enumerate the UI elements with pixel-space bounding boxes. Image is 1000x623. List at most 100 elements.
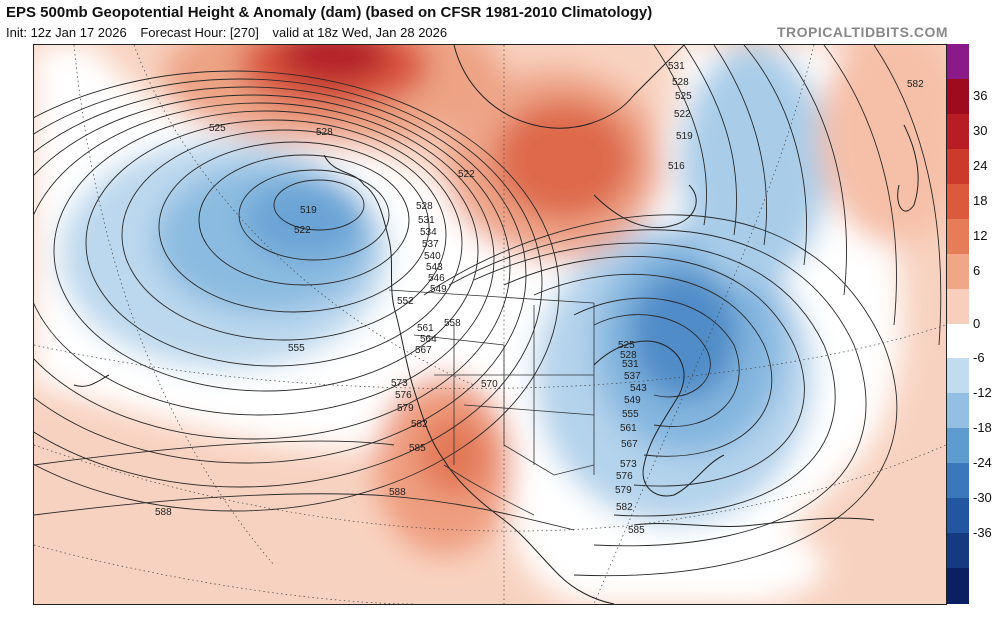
label-c537b: 537 (422, 239, 439, 250)
contour-s588 (34, 493, 575, 531)
pacific-island-coast (73, 374, 110, 387)
colorbar-segment (947, 183, 969, 220)
brand-watermark: TROPICALTIDBITS.COM (776, 24, 948, 40)
map-canvas: 519 522 525 528 555 522 528 531 534 537 … (34, 45, 946, 604)
chart-subtitle: Init: 12z Jan 17 2026 Forecast Hour: [27… (6, 25, 457, 40)
contour-546 (34, 86, 527, 464)
label-c546b: 546 (428, 273, 445, 284)
contour-543 (34, 94, 511, 440)
label-c582e: 582 (616, 502, 633, 513)
contour-519 (273, 179, 365, 231)
label-c531b: 531 (418, 215, 435, 226)
contour-n528 (713, 45, 767, 246)
init-time: Init: 12z Jan 17 2026 (6, 25, 127, 40)
label-c570b: 570 (481, 379, 498, 390)
colorbar-label: 30 (973, 123, 988, 139)
label-c543b: 543 (426, 262, 443, 273)
label-c528e: 528 (620, 350, 637, 361)
label-c579e: 579 (615, 485, 632, 496)
contour-522 (238, 169, 390, 261)
contour-549 (34, 78, 543, 488)
contour-e585 (423, 214, 898, 577)
atlantic-ridge (819, 45, 946, 245)
canada-ridge-core (494, 100, 634, 220)
label-c537e: 537 (624, 371, 641, 382)
contour-s582 (34, 440, 395, 466)
colorbar-segment (947, 148, 969, 185)
label-c531n: 531 (668, 61, 685, 72)
contour-n522 (683, 45, 737, 236)
contour-labels: 519 522 525 528 555 522 528 531 534 537 … (155, 61, 924, 536)
colorbar-label: -36 (973, 525, 992, 541)
colorbar-segment (947, 288, 969, 324)
label-c519n: 519 (676, 131, 693, 142)
label-c525nw: 525 (209, 123, 226, 134)
chart-title: EPS 500mb Geopotential Height & Anomaly … (6, 4, 653, 21)
contour-537 (53, 110, 479, 392)
colorbar-label: 18 (973, 193, 988, 209)
hudson-bay-coast (593, 184, 697, 229)
label-c522n: 522 (674, 109, 691, 120)
label-c522c: 522 (458, 169, 475, 180)
label-c564b: 564 (420, 334, 437, 345)
colorbar-label: -30 (973, 490, 992, 506)
coastlines (73, 45, 919, 604)
contour-n546 (823, 45, 897, 326)
label-c576e: 576 (616, 471, 633, 482)
europe-coast (897, 124, 919, 212)
atlantic-coast (593, 340, 725, 497)
height-contours (34, 45, 942, 577)
political-borders (388, 289, 595, 516)
contour-e525 (593, 314, 711, 398)
contour-n516 (653, 45, 707, 226)
graticule (34, 45, 946, 604)
label-c588b: 588 (389, 487, 406, 498)
contour-528 (158, 141, 430, 313)
contour-n552 (873, 45, 942, 346)
label-c588w: 588 (155, 507, 172, 518)
label-c528ak: 528 (316, 127, 333, 138)
forecast-hour: Forecast Hour: [270] (140, 25, 259, 40)
label-c543e: 543 (630, 383, 647, 394)
label-c582b: 582 (411, 419, 428, 430)
colorbar-label: 6 (973, 263, 981, 279)
label-c585b: 585 (409, 443, 426, 454)
colorbar-label: -12 (973, 385, 992, 401)
colorbar-label: 24 (973, 158, 988, 174)
contour-531 (121, 129, 447, 341)
colorbar-segment (947, 393, 969, 429)
colorbar-segment (947, 113, 969, 150)
colorbar-label: 12 (973, 228, 988, 244)
label-c561b: 561 (417, 323, 434, 334)
contour-e531 (573, 297, 740, 427)
colorbar-segment (947, 498, 969, 534)
label-c516n: 516 (668, 161, 685, 172)
colorbar-label: -6 (973, 350, 985, 366)
east-trough-core (629, 270, 739, 400)
contour-e555 (503, 255, 805, 487)
label-c528b: 528 (416, 201, 433, 212)
label-c558b: 558 (444, 318, 461, 329)
colorbar-label: -24 (973, 455, 992, 471)
label-c519w: 519 (300, 205, 317, 216)
label-c528n: 528 (672, 77, 689, 88)
colorbar-segment (947, 323, 969, 359)
colorbar-segment (947, 568, 969, 604)
contour-n540 (778, 45, 847, 296)
contour-e579 (448, 229, 867, 547)
contour-e543 (533, 273, 773, 457)
caribbean-coast (633, 517, 875, 527)
colorbar-segment (947, 253, 969, 290)
label-c534b: 534 (420, 227, 437, 238)
valid-time: valid at 18z Wed, Jan 28 2026 (272, 25, 448, 40)
contour-525 (198, 154, 410, 286)
label-c552b: 552 (397, 296, 414, 307)
arctic-coast (453, 45, 685, 129)
colorbar-segment (947, 44, 969, 80)
label-c540b: 540 (424, 251, 441, 262)
colorbar-segment (947, 358, 969, 394)
contour-540 (34, 102, 495, 416)
label-c525n: 525 (675, 91, 692, 102)
anomaly-colorbar (947, 44, 969, 604)
pacific-trough-core (244, 180, 364, 260)
